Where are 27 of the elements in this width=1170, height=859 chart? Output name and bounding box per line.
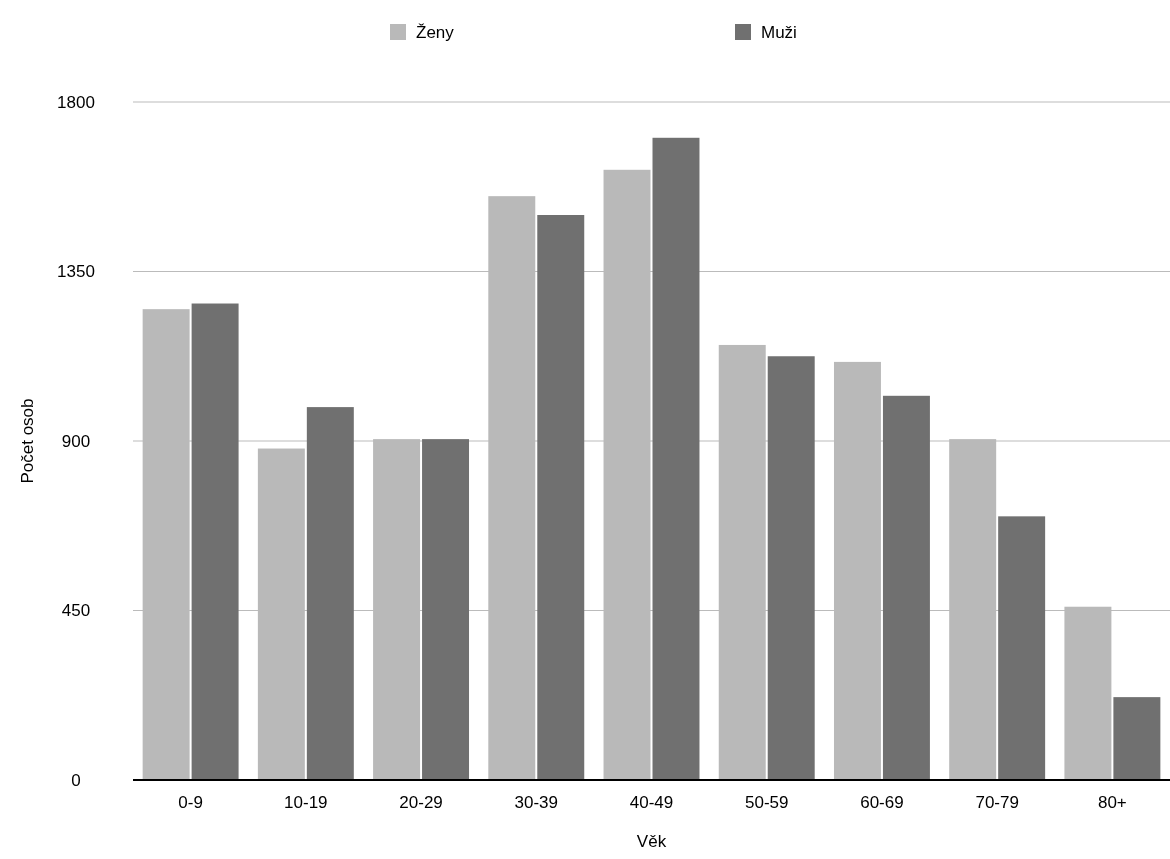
x-tick-label: 60-69 — [860, 793, 904, 812]
bar — [882, 395, 930, 780]
x-tick-label: 30-39 — [514, 793, 559, 812]
y-tick-label: 1350 — [57, 262, 95, 282]
bar — [306, 407, 354, 780]
bar — [652, 137, 700, 780]
bar — [191, 303, 239, 780]
y-tick-label: 1800 — [57, 92, 95, 112]
x-tick-label: 0-9 — [178, 793, 203, 812]
y-axis-title: Počet osob — [18, 398, 37, 484]
bar — [998, 516, 1046, 780]
bar — [1113, 697, 1161, 780]
x-tick-label: 20-29 — [399, 793, 443, 812]
x-tick-label: 40-49 — [629, 793, 674, 812]
x-tick-label: 10-19 — [284, 793, 328, 812]
y-tick-label: 0 — [71, 770, 81, 790]
legend-label: Ženy — [416, 22, 455, 42]
x-tick-label: 70-79 — [975, 793, 1019, 812]
legend-label: Muži — [761, 22, 797, 42]
bar — [422, 439, 470, 780]
x-tick-label: 50-59 — [744, 793, 789, 812]
y-tick-label: 450 — [61, 601, 91, 621]
bar — [767, 356, 815, 780]
bar — [537, 215, 585, 780]
x-axis-title: Věk — [636, 832, 667, 851]
x-tick-label: 80+ — [1097, 793, 1127, 812]
y-tick-label: 900 — [61, 431, 91, 451]
